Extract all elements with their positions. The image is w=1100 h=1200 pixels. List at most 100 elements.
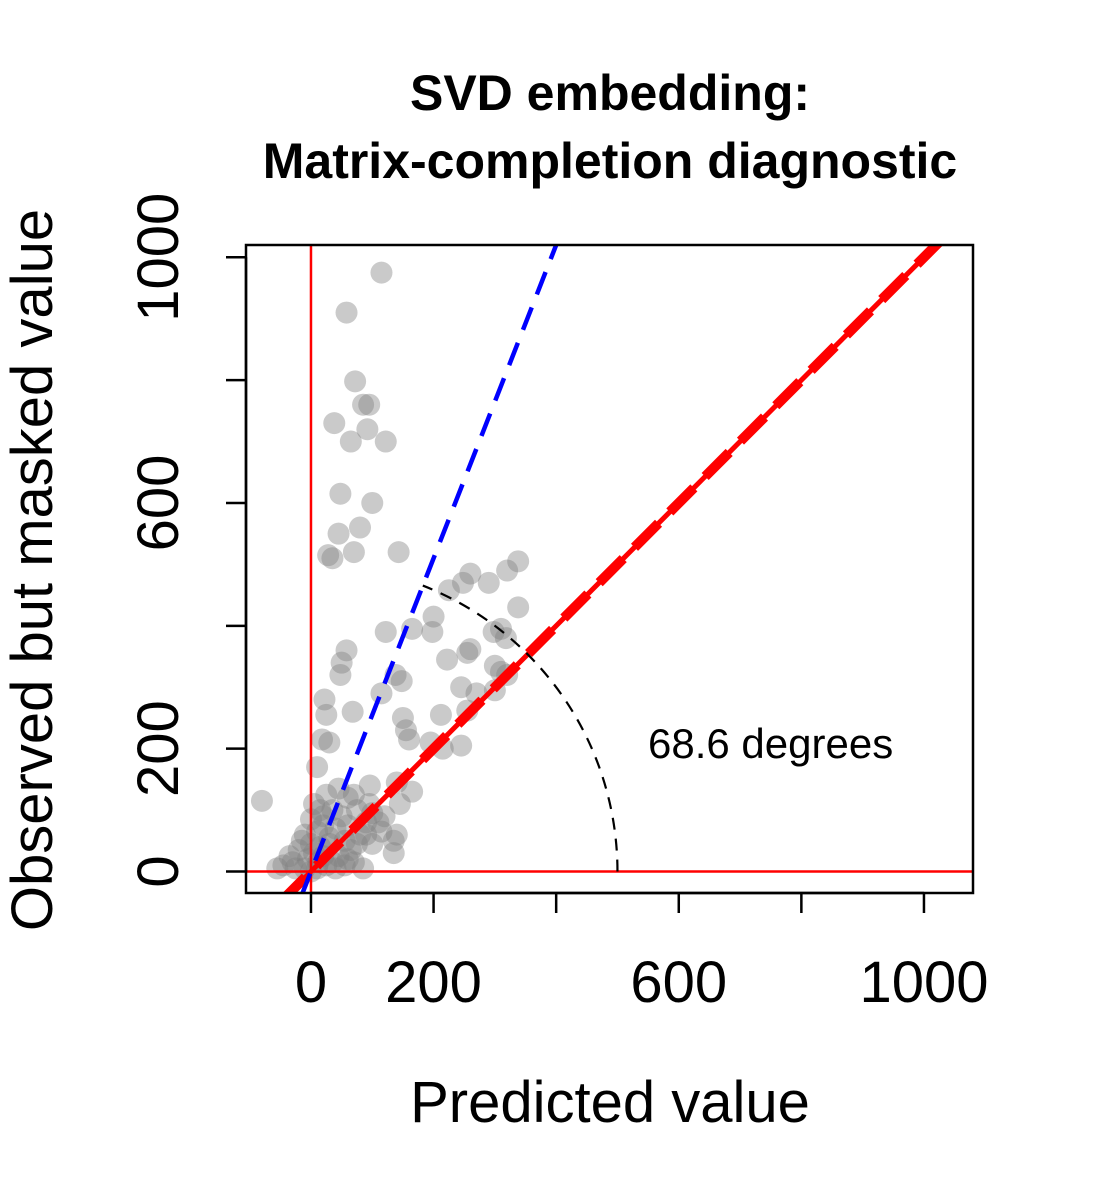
data-point [459,638,482,661]
chart-title-line-2: Matrix-completion diagnostic [263,133,958,189]
data-point [250,789,273,812]
chart-title-line-1: SVD embedding: [410,65,810,121]
data-point [329,482,352,505]
data-point [370,820,393,843]
data-point [317,544,340,567]
data-point [313,688,336,711]
data-point [335,301,358,324]
data-point [342,851,365,874]
data-point [382,842,405,865]
data-point [345,832,368,855]
x-tick-label: 200 [385,950,482,1015]
data-point [477,571,500,594]
data-point [278,845,301,868]
data-point [281,851,304,874]
data-point [387,541,410,564]
data-point [401,780,424,803]
y-tick-label: 0 [126,855,191,887]
data-point [385,823,408,846]
data-point [429,703,452,726]
data-point [321,547,344,570]
data-point [335,639,358,662]
data-point [355,823,378,846]
data-point [391,706,414,729]
data-point [394,719,417,742]
y-tick-label: 1000 [126,193,191,322]
data-point [361,832,384,855]
data-point [342,783,365,806]
data-point [450,676,473,699]
y-axis: 0 200 600 1000 [126,193,248,888]
data-point [324,857,347,880]
data-point [290,829,313,852]
data-point [374,620,397,643]
data-point [370,261,393,284]
data-point [327,522,350,545]
angle-annotation: 68.6 degrees [648,720,893,767]
data-point [341,700,364,723]
data-point [336,786,359,809]
data-point [421,620,444,643]
data-point [483,654,506,677]
data-point [329,663,352,686]
data-point [373,805,396,828]
data-point [494,627,517,650]
data-point [303,792,326,815]
data-point [356,418,379,441]
data-point [374,430,397,453]
data-point [451,571,474,594]
data-point [312,814,335,837]
data-point [296,848,319,871]
data-point [349,516,372,539]
x-tick-label: 0 [295,950,327,1015]
data-point [436,648,459,671]
data-point [315,703,338,726]
y-tick-label: 200 [126,700,191,797]
data-point [507,550,530,573]
data-point [398,728,421,751]
data-point [306,756,329,779]
data-point [311,728,334,751]
data-point [287,839,310,862]
data-point [352,857,375,880]
data-point [422,605,445,628]
data-point [336,848,359,871]
data-point [459,562,482,585]
data-point [284,857,307,880]
data-point [339,839,362,862]
data-point [456,641,479,664]
y-tick-label: 600 [126,455,191,552]
data-point [358,774,381,797]
data-point [390,670,413,693]
data-point [358,393,381,416]
data-point [401,617,424,640]
data-point [367,811,390,834]
data-point [370,682,393,705]
data-point [330,651,353,674]
data-point [309,799,332,822]
data-point [450,734,473,757]
reference-lines [246,245,973,893]
data-point [507,596,530,619]
x-axis: 0 200 600 1000 [295,891,988,1015]
x-axis-label: Predicted value [410,1070,810,1135]
data-point [361,491,384,514]
fit-line [282,245,944,893]
data-point [315,783,338,806]
data-point [323,412,346,435]
data-point [344,370,367,393]
data-point [266,857,289,880]
data-point [482,620,505,643]
x-tick-label: 600 [630,950,727,1015]
data-point [342,541,365,564]
angle-arc [422,584,619,872]
data-point [496,559,519,582]
data-point [352,393,375,416]
data-point [339,430,362,453]
x-tick-label: 1000 [859,950,988,1015]
data-point [382,829,405,852]
data-point [490,617,513,640]
data-point [318,731,341,754]
data-point [388,792,411,815]
